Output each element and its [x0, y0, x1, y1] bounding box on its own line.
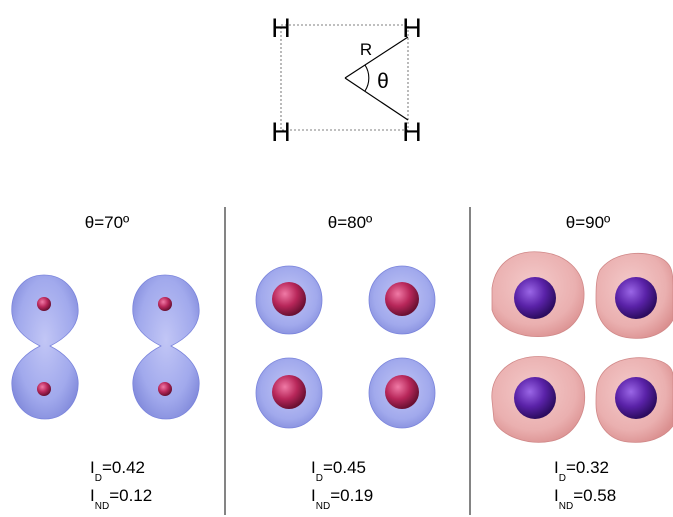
index-value: =0.19	[330, 486, 373, 505]
nucleus	[37, 297, 51, 311]
index-symbol: I	[311, 486, 316, 505]
dashed-rectangle	[280, 24, 409, 131]
index-i-d: ID=0.32	[554, 458, 609, 484]
index-subscript: ND	[316, 501, 330, 512]
panel-theta-70: θ=70º ID=0.42 IND=0.12	[11, 213, 200, 512]
index-subscript: D	[316, 473, 323, 484]
index-i-d: ID=0.45	[311, 458, 366, 484]
index-value: =0.12	[109, 486, 152, 505]
angle-arc	[364, 64, 370, 92]
density-dimer-left	[11, 274, 79, 420]
index-i-nd: IND=0.19	[311, 486, 373, 512]
density-sphere-top-left	[255, 265, 323, 335]
schematic: H H H H R θ	[271, 13, 422, 147]
nucleus	[158, 382, 172, 396]
index-subscript: D	[95, 473, 102, 484]
panel-theta-90: θ=90º ID=0.32 IND=0.58	[491, 213, 673, 512]
index-symbol: I	[554, 458, 559, 477]
density-dimer-right	[132, 274, 200, 420]
index-value: =0.32	[566, 458, 609, 477]
angle-label: θ	[377, 70, 389, 93]
density-isosurface	[132, 274, 200, 420]
index-i-d: ID=0.42	[90, 458, 145, 484]
density-sphere-bottom-left	[491, 356, 586, 443]
index-i-nd: IND=0.12	[90, 486, 152, 512]
nucleus	[158, 297, 172, 311]
density-sphere-bottom-right	[595, 357, 673, 443]
density-sphere-top-right	[595, 253, 673, 339]
index-i-nd: IND=0.58	[554, 486, 616, 512]
nucleus	[514, 277, 556, 319]
bond-line-lower	[344, 77, 409, 121]
density-isosurface	[11, 274, 79, 420]
distance-label: R	[360, 40, 372, 59]
nucleus	[272, 282, 306, 316]
nucleus	[385, 375, 419, 409]
panel-title: θ=70º	[85, 213, 130, 232]
nucleus	[514, 377, 556, 419]
nucleus	[37, 382, 51, 396]
index-subscript: ND	[559, 501, 573, 512]
index-symbol: I	[554, 486, 559, 505]
index-symbol: I	[311, 458, 316, 477]
bond-line-upper	[344, 36, 409, 79]
density-sphere-top-left	[491, 251, 585, 337]
panel-title: θ=90º	[566, 213, 611, 232]
nucleus	[615, 277, 657, 319]
index-subscript: ND	[95, 501, 109, 512]
index-value: =0.42	[102, 458, 145, 477]
panel-title: θ=80º	[328, 213, 373, 232]
nucleus	[615, 377, 657, 419]
density-sphere-top-right	[368, 265, 436, 335]
atom-label-top-left: H	[271, 13, 291, 43]
panel-theta-80: θ=80º ID=0.45 IND=0.19	[255, 213, 436, 512]
index-value: =0.58	[573, 486, 616, 505]
atom-label-top-right: H	[402, 13, 422, 43]
density-sphere-bottom-left	[255, 357, 323, 429]
atom-label-bottom-left: H	[271, 117, 291, 147]
index-symbol: I	[90, 486, 95, 505]
index-subscript: D	[559, 473, 566, 484]
nucleus	[272, 375, 306, 409]
nucleus	[385, 282, 419, 316]
index-symbol: I	[90, 458, 95, 477]
density-sphere-bottom-right	[368, 357, 436, 429]
atom-label-bottom-right: H	[402, 117, 422, 147]
index-value: =0.45	[323, 458, 366, 477]
